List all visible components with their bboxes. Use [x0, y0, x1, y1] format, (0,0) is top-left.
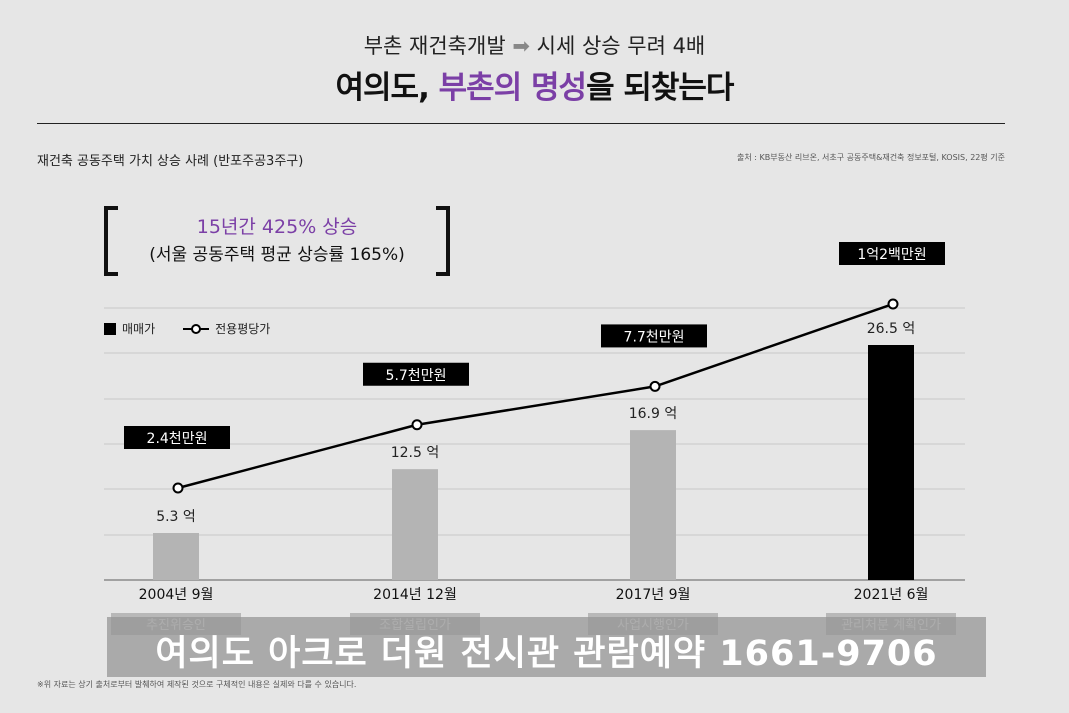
title-post: 을 되찾는다	[586, 70, 734, 106]
bar-sale-price	[153, 533, 199, 580]
right-bracket-icon	[436, 206, 450, 276]
bar-value-label: 26.5 억	[867, 321, 916, 337]
line-value-badge	[363, 362, 469, 386]
bar-value-label: 16.9 억	[629, 406, 678, 422]
header-divider	[37, 123, 1005, 124]
legend-bar-label: 매매가	[122, 322, 156, 336]
callout-box: 15년간 425% 상승 (서울 공동주택 평균 상승률 165%)	[104, 206, 450, 276]
line-value-badge	[601, 324, 707, 348]
line-point	[887, 298, 899, 310]
banner-text: 여의도 아크로 더원 전시관 관람예약 1661-9706	[155, 634, 938, 674]
reservation-banner[interactable]: 여의도 아크로 더원 전시관 관람예약 1661-9706	[107, 617, 986, 677]
x-tick-label: 2021년 6월	[854, 587, 929, 603]
left-bracket-icon	[104, 206, 118, 276]
line-point	[172, 482, 184, 494]
bar-sale-price	[392, 469, 438, 580]
title-accent: 부촌의 명성	[438, 70, 587, 106]
title-pre: 여의도,	[335, 70, 439, 106]
headline-subtitle: 부촌 재건축개발 ➡ 시세 상승 무려 4배	[0, 30, 1069, 60]
line-legend-icon	[183, 323, 210, 334]
line-value-badge	[124, 426, 230, 449]
subtitle-left: 부촌 재건축개발	[363, 34, 506, 58]
legend-line-label: 전용평당가	[215, 322, 271, 336]
line-value-label: 7.7천만원	[624, 329, 685, 345]
footnote: ※위 자료는 상기 출처로부터 발췌하여 제작된 것으로 구체적인 내용은 실제…	[37, 680, 357, 689]
x-tick-label: 2004년 9월	[139, 587, 214, 603]
source-note: 출처 : KB부동산 리브온, 서초구 공동주택&재건축 정보포털, KOSIS…	[737, 153, 1005, 162]
bar-value-label: 12.5 억	[391, 445, 440, 461]
legend: 매매가 전용평당가	[104, 320, 270, 337]
bar-legend-swatch	[104, 322, 116, 335]
x-tick-label: 2014년 12월	[373, 587, 457, 603]
chart-title: 재건축 공동주택 가치 상승 사례 (반포주공3주구)	[37, 154, 304, 169]
subtitle-right: 시세 상승 무려 4배	[536, 34, 706, 58]
line-value-label: 1억2백만원	[857, 247, 926, 263]
callout-sub: (서울 공동주택 평균 상승률 165%)	[149, 245, 405, 265]
line-value-badge	[839, 242, 945, 265]
bar-value-label: 5.3 억	[156, 509, 196, 525]
bar-sale-price	[868, 345, 914, 580]
price-per-pyeong-line	[177, 302, 894, 490]
bar-sale-price	[630, 430, 676, 580]
right-arrow-icon: ➡	[512, 34, 530, 58]
callout-main: 15년간 425% 상승	[196, 216, 358, 238]
headline-title: 여의도, 부촌의 명성을 되찾는다	[0, 62, 1069, 107]
line-point	[649, 380, 661, 392]
x-tick-label: 2017년 9월	[616, 587, 691, 603]
line-value-label: 2.4천만원	[147, 431, 208, 447]
line-point	[411, 419, 423, 431]
line-value-label: 5.7천만원	[386, 368, 447, 384]
